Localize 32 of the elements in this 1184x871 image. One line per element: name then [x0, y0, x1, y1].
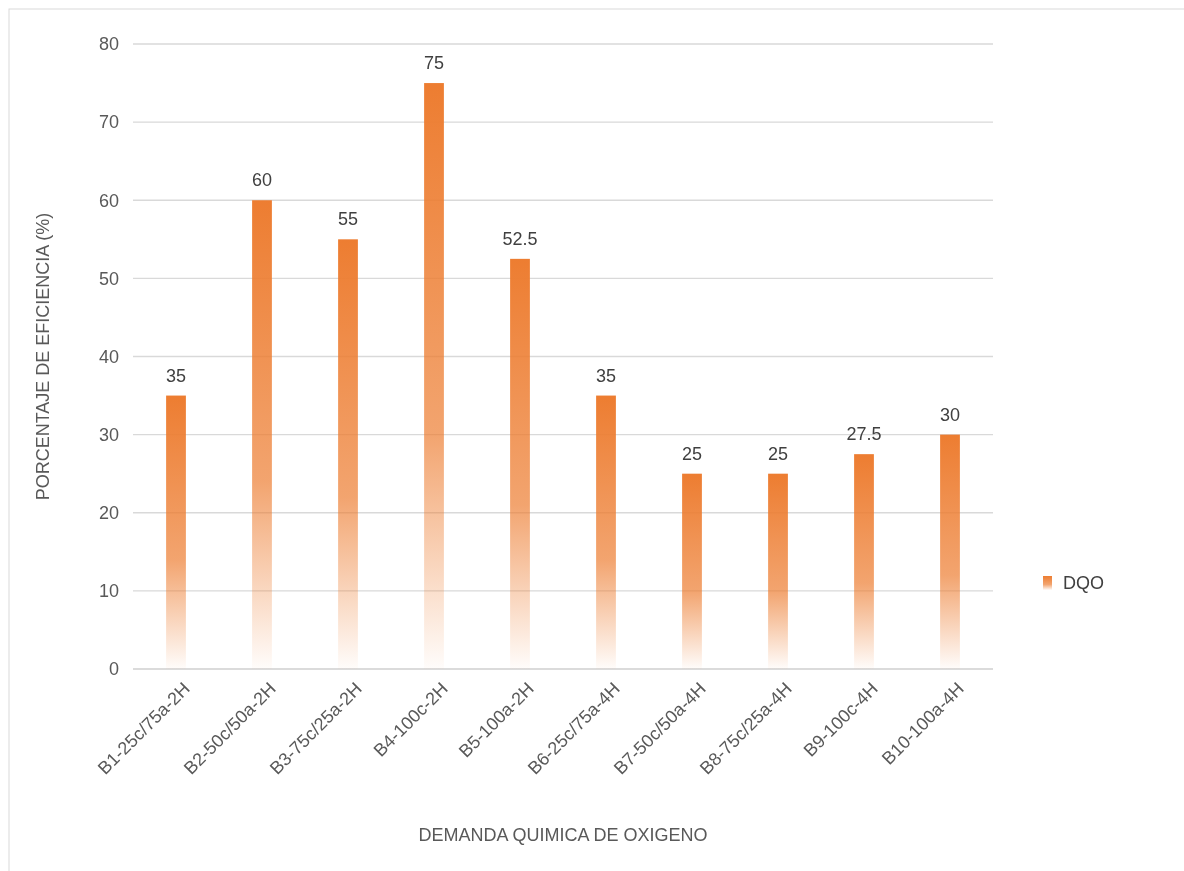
y-tick-label: 0	[108, 659, 119, 680]
y-tick-label: 30	[98, 424, 119, 445]
bar	[682, 473, 702, 669]
bar	[252, 200, 272, 669]
bar	[166, 395, 186, 669]
y-tick-label: 20	[98, 503, 119, 524]
bar	[338, 239, 358, 669]
y-tick-label: 10	[98, 581, 119, 602]
bar	[768, 473, 788, 669]
bar	[596, 395, 616, 669]
data-label: 35	[165, 365, 187, 386]
data-label: 75	[423, 53, 445, 74]
data-label: 52.5	[502, 228, 538, 249]
bar	[940, 434, 960, 669]
y-tick-label: 40	[98, 346, 119, 367]
data-label: 25	[767, 443, 789, 464]
data-label: 25	[681, 443, 703, 464]
y-tick-label: 60	[98, 190, 119, 211]
y-tick-label: 80	[98, 34, 119, 55]
data-label: 27.5	[846, 424, 882, 445]
y-tick-label: 70	[98, 112, 119, 133]
data-label: 35	[595, 365, 617, 386]
bar	[424, 83, 444, 669]
bar	[854, 454, 874, 669]
data-label: 60	[251, 170, 273, 191]
y-axis-title: PORCENTAJE DE EFICIENCIA (%)	[33, 212, 53, 501]
bar	[510, 258, 530, 669]
legend-label: DQO	[1063, 573, 1105, 594]
y-tick-label: 50	[98, 268, 119, 289]
data-label: 30	[939, 404, 961, 425]
x-axis-title: DEMANDA QUIMICA DE OXIGENO	[418, 825, 708, 845]
data-label: 55	[337, 209, 359, 230]
